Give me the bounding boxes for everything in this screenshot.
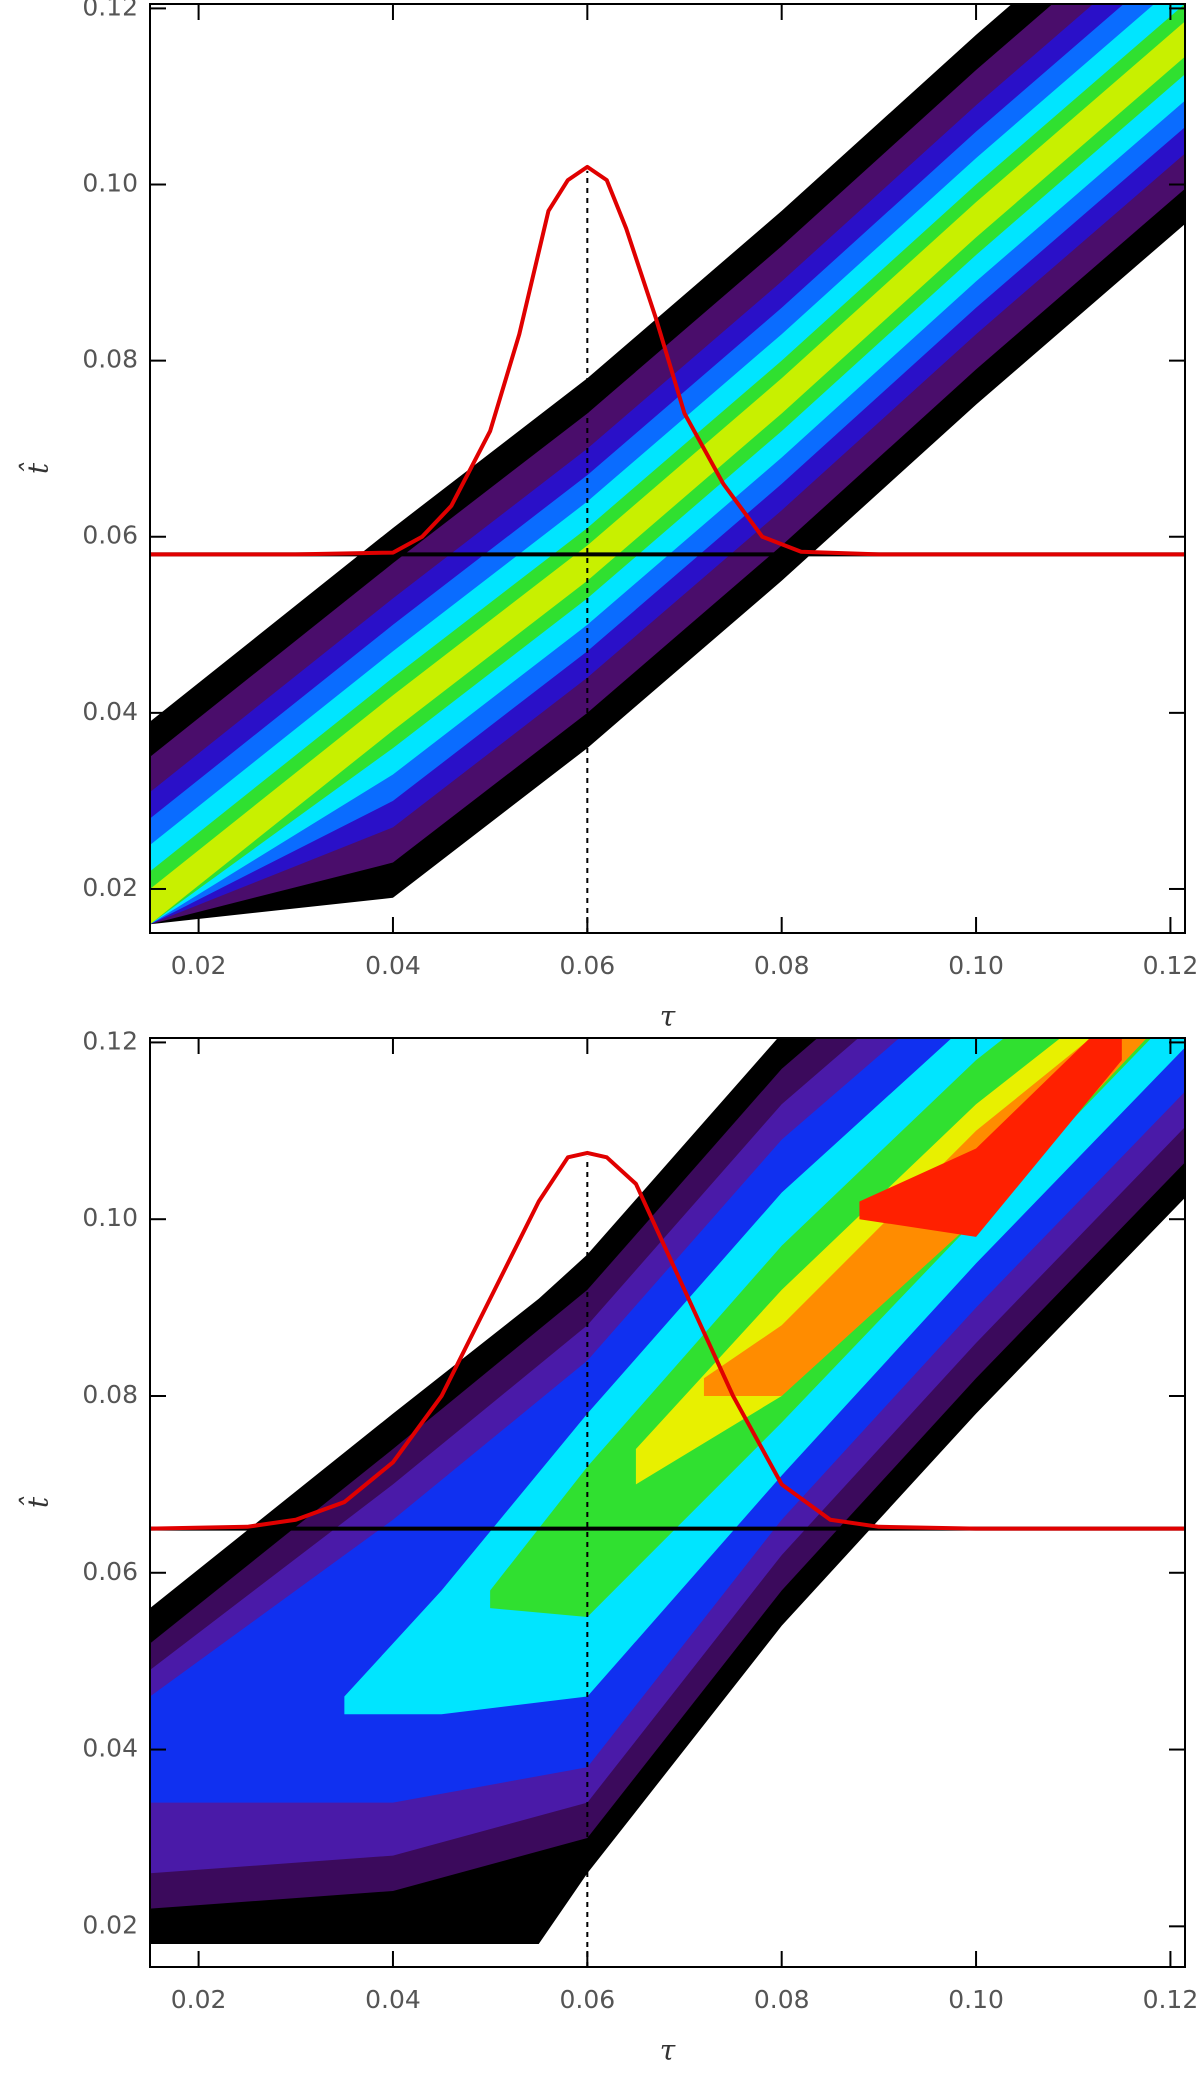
y-tick-label: 0.10 [82, 169, 138, 198]
x-axis-label: τ [660, 2034, 676, 2067]
plot-frame [149, 3, 1186, 934]
panel: 0.02 0.04 0.06 0.08 0.10 0.12 0.02 0.04 0.06 0.08… [19, 1026, 1199, 2067]
curve [150, 164, 1185, 557]
x-tick-label: 0.08 [754, 1985, 810, 2014]
x-tick-label: 0.12 [1143, 951, 1199, 980]
y-tick-label: 0.04 [82, 697, 138, 726]
plot-area [150, 4, 1185, 933]
x-axis-label: τ [660, 1000, 676, 1033]
y-tick-label: 0.04 [82, 1734, 138, 1763]
plot-frame [149, 1037, 1186, 1968]
y-tick-label: 0.10 [82, 1203, 138, 1232]
y-axis-label: t̂ [19, 1496, 54, 1508]
x-tick-label: 0.08 [754, 951, 810, 980]
x-tick-label: 0.12 [1143, 1985, 1199, 2014]
y-tick-label: 0.02 [82, 873, 138, 902]
x-tick-label: 0.04 [365, 1985, 421, 2014]
y-tick-label: 0.12 [82, 1026, 138, 1055]
x-tick-label: 0.06 [559, 951, 615, 980]
plot-area [150, 1038, 1185, 1967]
x-tick-label: 0.10 [948, 951, 1004, 980]
curve [150, 1150, 1185, 1531]
panel: 0.02 0.04 0.06 0.08 0.10 0.12 0.02 0.04 0.06 0.08… [19, 0, 1199, 1033]
contour-band [859, 1038, 1122, 1237]
y-tick-label: 0.06 [82, 521, 138, 550]
x-tick-label: 0.04 [365, 951, 421, 980]
y-tick-label: 0.02 [82, 1910, 138, 1939]
x-tick-label: 0.06 [559, 1985, 615, 2014]
y-tick-label: 0.08 [82, 1380, 138, 1409]
contour-band [150, 21, 1185, 925]
y-tick-label: 0.12 [82, 0, 138, 21]
x-tick-label: 0.02 [171, 951, 227, 980]
y-axis-label: t̂ [19, 462, 54, 474]
x-tick-label: 0.10 [948, 1985, 1004, 2014]
y-tick-label: 0.06 [82, 1557, 138, 1586]
y-tick-label: 0.08 [82, 345, 138, 374]
x-tick-label: 0.02 [171, 1985, 227, 2014]
